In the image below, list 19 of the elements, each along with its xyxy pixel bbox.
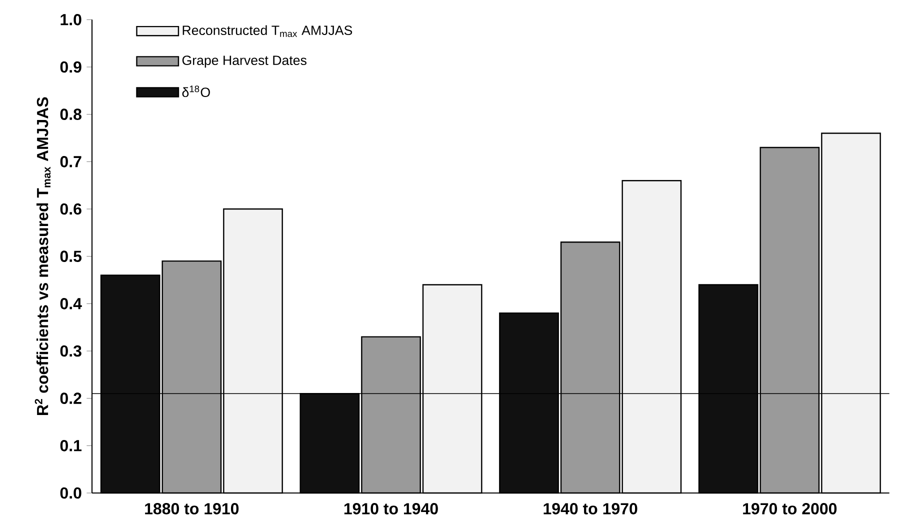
y-tick-label: 0.8 (60, 108, 82, 120)
y-tick-label: 0.5 (60, 250, 82, 262)
x-tick-label: 1940 to 1970 (544, 503, 638, 514)
legend-label: δ$^{18}$O (182, 86, 210, 98)
y-tick-label: 0.4 (60, 298, 82, 310)
y-tick-label: 0.7 (60, 156, 82, 168)
y-tick-label: 0.9 (60, 61, 82, 73)
y-axis-title: R$^{2}$ coefficients vs measured T$_{max}$ AMJJAS (34, 97, 51, 415)
x-tick-label: 1970 to 2000 (743, 503, 837, 514)
x-tick-label: 1880 to 1910 (145, 503, 239, 514)
y-tick-label: 0.2 (60, 392, 82, 404)
legend-label: Grape Harvest Dates (182, 56, 306, 68)
y-tick-label: 0.6 (60, 203, 82, 215)
y-tick-label: 0.3 (60, 345, 82, 357)
y-tick-label: 0.0 (60, 487, 82, 499)
legend-label: Reconstructed T$_{max}$ AMJJAS (182, 25, 352, 38)
y-tick-label: 1.0 (60, 14, 82, 26)
x-tick-label: 1910 to 1940 (344, 503, 438, 514)
y-tick-label: 0.1 (60, 440, 82, 452)
